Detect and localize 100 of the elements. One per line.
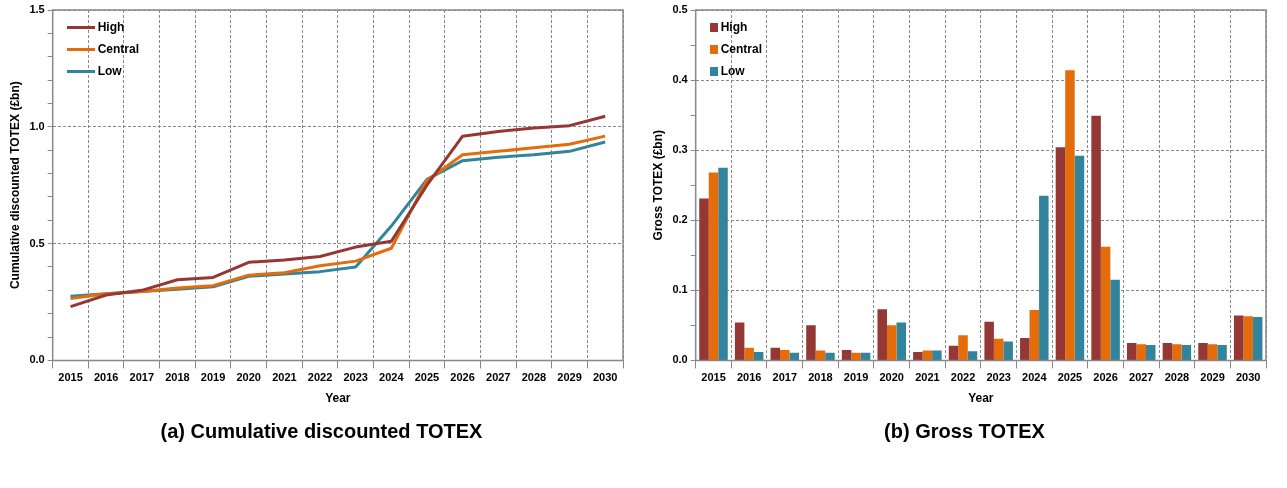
bar [1074, 155, 1085, 360]
x-tick-label: 2025 [1057, 371, 1083, 384]
x-tick-label: 2028 [521, 371, 547, 384]
x-tick-label: 2026 [450, 371, 475, 384]
bar [1110, 279, 1120, 360]
bar [860, 352, 871, 360]
bar [958, 335, 968, 360]
text: (b) Gross TOTEX [883, 420, 1046, 443]
bar [841, 349, 852, 360]
x-tick-label: 2024 [379, 371, 405, 384]
bar [922, 350, 933, 360]
x-tick-label: 2017 [772, 371, 798, 384]
x-tick-label: 2030 [1235, 371, 1261, 384]
x-tick-label: 2029 [557, 371, 582, 384]
y-tick-label: 0.0 [29, 353, 45, 366]
bar [770, 347, 781, 360]
legend-label: Low [720, 64, 745, 78]
bar [1162, 342, 1173, 360]
bar [1207, 344, 1218, 360]
bar [753, 351, 764, 360]
bar [1100, 246, 1111, 360]
x-tick-label: 2021 [272, 371, 297, 384]
bar [1055, 147, 1066, 360]
y-tick-label: 1.0 [29, 119, 45, 132]
bar [896, 322, 906, 360]
bar [932, 350, 942, 360]
x-tick-label: 2026 [1093, 371, 1118, 384]
bar [815, 350, 826, 360]
bar [825, 352, 835, 360]
bar [1233, 315, 1244, 360]
bar [984, 321, 994, 360]
x-tick-label: 2016 [736, 371, 762, 384]
x-tick-label: 2024 [1022, 371, 1048, 384]
x-tick-label: 2018 [808, 371, 833, 384]
bar [806, 325, 816, 360]
x-tick-label: 2019 [843, 371, 869, 384]
bar [913, 351, 923, 360]
bar [948, 345, 959, 360]
bar [1091, 115, 1101, 360]
bar [1020, 337, 1030, 360]
y-tick-label: 1.5 [29, 3, 45, 16]
legend-label: Low [97, 64, 122, 78]
y-axis-title: Cumulative discounted TOTEX (£bn) [7, 81, 22, 290]
y-tick-label: 0.4 [672, 73, 689, 86]
x-tick-label: 2020 [236, 371, 261, 384]
bar [1181, 344, 1192, 360]
bar [1126, 342, 1137, 360]
x-tick-label: 2027 [1129, 371, 1154, 384]
bar [1172, 344, 1182, 360]
x-axis-title: Year [968, 391, 994, 406]
bar [1243, 316, 1253, 360]
x-tick-label: 2025 [414, 371, 440, 384]
bar [967, 351, 978, 360]
bar [1198, 342, 1208, 360]
bar [1217, 344, 1227, 360]
x-tick-label: 2029 [1200, 371, 1225, 384]
legend-label: High [97, 20, 125, 34]
bar [1136, 344, 1146, 360]
bar [877, 309, 887, 360]
x-tick-label: 2018 [165, 371, 190, 384]
bar [734, 322, 745, 360]
y-tick-label: 0.2 [672, 213, 688, 226]
bar [851, 352, 861, 360]
x-tick-label: 2028 [1164, 371, 1190, 384]
bar [1029, 309, 1040, 360]
text: (a) Cumulative discounted TOTEX [159, 420, 484, 443]
x-tick-label: 2023 [343, 371, 368, 384]
legend-label: High [720, 20, 748, 34]
x-axis-title: Year [325, 391, 351, 406]
bar [789, 352, 800, 360]
bar [718, 167, 728, 360]
x-tick-label: 2022 [307, 371, 333, 384]
x-tick-label: 2015 [701, 371, 726, 384]
x-tick-label: 2017 [129, 371, 155, 384]
legend-label: Central [97, 42, 140, 56]
bar [708, 172, 719, 360]
x-tick-label: 2021 [915, 371, 940, 384]
bar [744, 347, 754, 360]
bar [699, 198, 709, 360]
x-tick-label: 2023 [986, 371, 1011, 384]
y-axis-title: Gross TOTEX (£bn) [650, 129, 665, 241]
bar [780, 349, 790, 360]
x-tick-label: 2015 [58, 371, 83, 384]
y-tick-label: 0.5 [29, 236, 45, 249]
bar [1252, 316, 1263, 360]
y-tick-label: 0.5 [672, 3, 688, 16]
x-tick-label: 2022 [950, 371, 976, 384]
x-tick-label: 2027 [486, 371, 511, 384]
x-tick-label: 2020 [879, 371, 904, 384]
y-tick-label: 0.0 [672, 353, 688, 366]
bar [1065, 70, 1075, 360]
bar [1039, 195, 1049, 360]
x-tick-label: 2016 [93, 371, 119, 384]
bar [1003, 341, 1013, 360]
bar [993, 338, 1004, 360]
bar [1146, 344, 1156, 360]
legend-label: Central [720, 42, 763, 56]
y-tick-label: 0.1 [672, 283, 688, 296]
y-tick-label: 0.3 [672, 143, 688, 156]
x-tick-label: 2030 [592, 371, 618, 384]
